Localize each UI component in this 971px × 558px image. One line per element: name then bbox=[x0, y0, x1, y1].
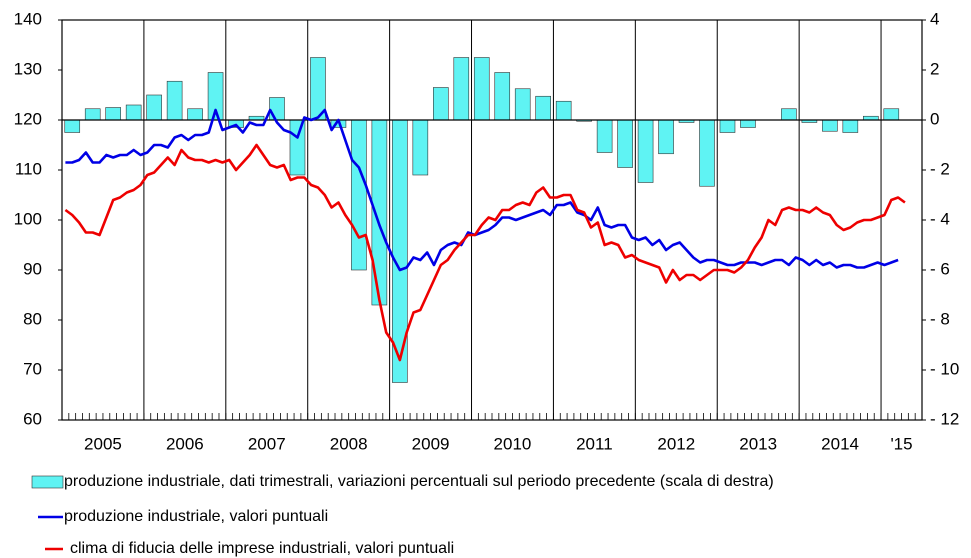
y2-tick-label: 0 bbox=[930, 109, 939, 128]
bar bbox=[64, 119, 81, 133]
y2-tick-label: - 8 bbox=[930, 309, 950, 328]
bar bbox=[740, 119, 756, 128]
y-tick-label: 140 bbox=[14, 9, 42, 28]
x-tick-label: 2010 bbox=[494, 434, 532, 453]
bar bbox=[412, 119, 429, 176]
y2-tick-label: - 6 bbox=[930, 259, 950, 278]
x-tick-label: 2014 bbox=[821, 434, 859, 453]
y-tick-label: 70 bbox=[23, 359, 42, 378]
x-tick-label: '15 bbox=[890, 434, 912, 453]
bar bbox=[105, 107, 121, 121]
bar bbox=[433, 87, 449, 121]
y-tick-label: 100 bbox=[14, 209, 42, 228]
bar bbox=[883, 108, 900, 121]
x-tick-label: 2007 bbox=[248, 434, 286, 453]
bar bbox=[781, 108, 797, 121]
bar bbox=[269, 97, 285, 121]
y2-tick-label: - 12 bbox=[930, 409, 959, 428]
y2-tick-label: - 4 bbox=[930, 209, 950, 228]
bar bbox=[494, 72, 511, 121]
bar bbox=[187, 108, 203, 121]
y2-tick-label: - 10 bbox=[930, 359, 959, 378]
bar bbox=[351, 119, 367, 271]
y2-tick-label: 2 bbox=[930, 59, 939, 78]
y-tick-label: 80 bbox=[23, 309, 42, 328]
bar bbox=[535, 95, 551, 121]
bar bbox=[719, 119, 736, 133]
bar bbox=[84, 108, 101, 121]
bar bbox=[514, 88, 531, 121]
plot-frame bbox=[61, 19, 923, 421]
y-tick-label: 130 bbox=[14, 59, 42, 78]
y-tick-label: 120 bbox=[14, 109, 42, 128]
bar bbox=[842, 119, 859, 133]
bar bbox=[699, 119, 715, 187]
bar bbox=[473, 57, 490, 121]
y-tick-label: 90 bbox=[23, 259, 42, 278]
y-tick-label: 60 bbox=[23, 409, 42, 428]
bar bbox=[453, 57, 470, 121]
legend-label: produzione industriale, dati trimestrali… bbox=[64, 473, 774, 490]
bar bbox=[555, 100, 572, 121]
bar bbox=[289, 119, 306, 176]
bar bbox=[146, 94, 162, 121]
bar bbox=[596, 119, 613, 153]
bar bbox=[822, 119, 838, 132]
bar bbox=[637, 119, 654, 183]
x-tick-label: 2009 bbox=[412, 434, 450, 453]
y2-tick-label: 4 bbox=[930, 9, 939, 28]
x-tick-label: 2012 bbox=[657, 434, 695, 453]
line bbox=[65, 108, 899, 272]
x-tick-label: 2011 bbox=[576, 434, 613, 453]
x-tick-label: 2005 bbox=[84, 434, 122, 453]
y2-tick-label: - 2 bbox=[930, 159, 950, 178]
x-tick-label: 2006 bbox=[166, 434, 204, 453]
legend-swatch bbox=[31, 475, 64, 489]
x-tick-label: 2013 bbox=[739, 434, 777, 453]
bar bbox=[617, 119, 633, 168]
line bbox=[64, 143, 906, 362]
x-tick-label: 2008 bbox=[330, 434, 368, 453]
legend-label: produzione industriale, valori puntuali bbox=[64, 508, 328, 525]
y-tick-label: 110 bbox=[15, 159, 42, 178]
bar bbox=[166, 80, 183, 121]
bar bbox=[125, 104, 142, 121]
legend-label: clima di fiducia delle imprese industria… bbox=[70, 540, 454, 557]
bar bbox=[658, 119, 674, 155]
